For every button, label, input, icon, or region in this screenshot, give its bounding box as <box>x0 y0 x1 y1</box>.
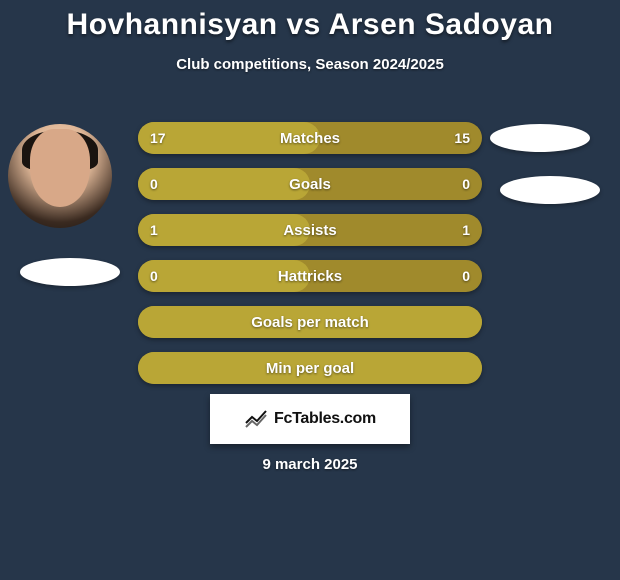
stat-right-value: 0 <box>462 176 470 192</box>
avatar-face <box>30 129 90 207</box>
footer-logo-text: FcTables.com <box>274 410 376 428</box>
player-photo-left <box>8 124 112 228</box>
stat-label: Assists <box>283 222 336 239</box>
stat-label: Goals per match <box>251 314 369 331</box>
stat-left-value: 1 <box>150 222 158 238</box>
stat-right-value: 15 <box>454 130 470 146</box>
player-badge-right-2 <box>500 176 600 204</box>
date-text: 9 march 2025 <box>262 456 357 473</box>
stat-label: Matches <box>280 130 340 147</box>
stat-fill <box>138 168 310 200</box>
stat-right-value: 1 <box>462 222 470 238</box>
footer-attribution[interactable]: FcTables.com <box>210 394 410 444</box>
stat-row-matches: 17 Matches 15 <box>138 122 482 154</box>
player-badge-left <box>20 258 120 286</box>
stats-container: 17 Matches 15 0 Goals 0 1 Assists 1 0 Ha… <box>138 122 482 398</box>
title-player-2: Arsen Sadoyan <box>329 8 554 41</box>
page-title: Hovhannisyan vs Arsen Sadoyan <box>0 0 620 42</box>
stat-row-hattricks: 0 Hattricks 0 <box>138 260 482 292</box>
stat-left-value: 0 <box>150 176 158 192</box>
title-player-1: Hovhannisyan <box>67 8 278 41</box>
title-vs: vs <box>286 8 320 41</box>
stat-label: Min per goal <box>266 360 354 377</box>
stat-label: Hattricks <box>278 268 342 285</box>
fctables-chart-icon <box>244 407 268 431</box>
stat-right-value: 0 <box>462 268 470 284</box>
stat-row-goals: 0 Goals 0 <box>138 168 482 200</box>
stat-left-value: 17 <box>150 130 166 146</box>
player-badge-right-1 <box>490 124 590 152</box>
stat-row-goals-per-match: Goals per match <box>138 306 482 338</box>
stat-left-value: 0 <box>150 268 158 284</box>
stat-row-min-per-goal: Min per goal <box>138 352 482 384</box>
stat-row-assists: 1 Assists 1 <box>138 214 482 246</box>
stat-label: Goals <box>289 176 331 193</box>
subtitle: Club competitions, Season 2024/2025 <box>0 56 620 73</box>
